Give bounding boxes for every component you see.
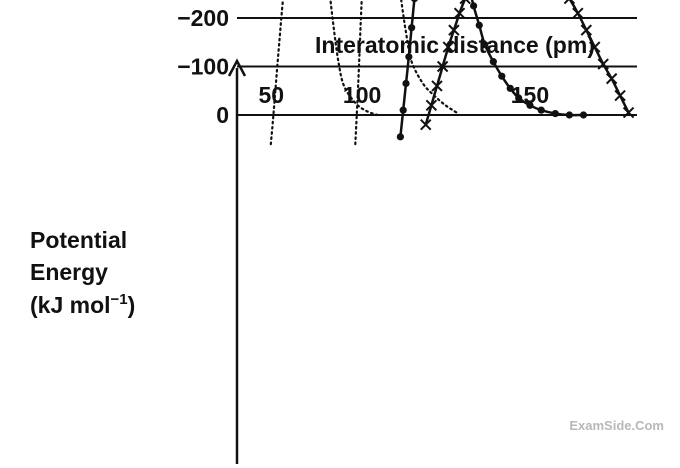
axes (227, 58, 247, 464)
data-point (589, 41, 601, 53)
data-point (420, 118, 432, 131)
y-axis-label-line-2: Energy (30, 259, 108, 285)
series-line (269, 0, 379, 146)
data-point (481, 41, 489, 49)
watermark: ExamSide.Com (569, 418, 664, 433)
data-point (408, 24, 416, 32)
x-tick-label: 100 (343, 82, 381, 108)
data-point (402, 79, 410, 88)
data-point (405, 53, 413, 61)
data-point (579, 111, 588, 119)
data-point (506, 84, 514, 92)
y-axis-label-exponent: −1 (111, 291, 128, 308)
data-point (436, 60, 449, 73)
series-group (269, 0, 635, 146)
data-point (431, 80, 443, 92)
data-point (453, 7, 466, 19)
data-point (411, 0, 418, 3)
series-a-a (269, 0, 379, 146)
data-point (498, 72, 506, 80)
data-point (442, 41, 454, 53)
data-point (470, 2, 478, 10)
data-point (565, 111, 573, 119)
y-axis-label-unit: (kJ mol (30, 292, 111, 318)
data-point (489, 58, 497, 66)
y-axis-arrow (227, 58, 247, 77)
series-a-c (396, 0, 588, 141)
data-point (563, 0, 576, 5)
data-point (605, 72, 618, 85)
data-point (551, 109, 559, 118)
data-point (597, 58, 609, 70)
x-axis-title: Interatomic distance (pm) (315, 32, 595, 58)
data-point (614, 89, 626, 102)
series-line (424, 0, 630, 126)
y-tick-label: −200 (177, 5, 229, 31)
data-point (572, 7, 584, 19)
series-a-d (420, 0, 635, 131)
data-point (459, 0, 471, 5)
y-axis-label-close: ) (128, 292, 136, 318)
data-point (448, 24, 460, 36)
y-axis-label-line-3: (kJ mol−1) (30, 291, 135, 318)
x-tick-label: 50 (258, 82, 284, 108)
data-point (396, 133, 404, 141)
y-tick-label: −100 (177, 54, 229, 80)
data-point (537, 106, 545, 114)
data-point (399, 106, 407, 114)
data-point (475, 21, 483, 29)
x-tick-label: 150 (511, 82, 549, 108)
data-point (526, 101, 534, 109)
data-point (580, 24, 593, 36)
data-point (622, 106, 635, 119)
data-point (515, 94, 523, 102)
text-group: Interatomic distance (pm) Potential Ener… (30, 5, 664, 433)
y-axis-label-line-1: Potential (30, 227, 127, 253)
y-tick-label: 0 (216, 102, 229, 128)
data-point (425, 99, 438, 112)
